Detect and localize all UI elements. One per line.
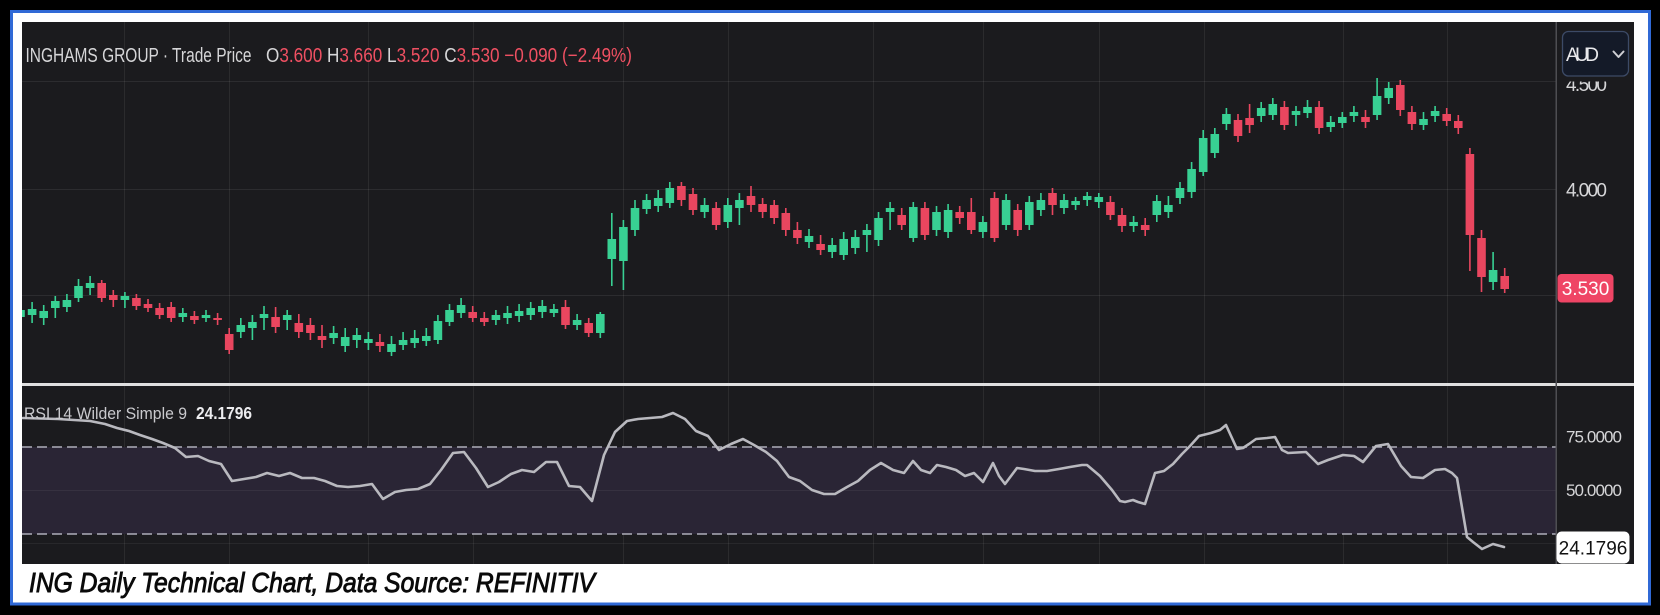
svg-text:50.0000: 50.0000 xyxy=(1566,481,1622,500)
svg-text:RSI 14 Wilder Simple 9: RSI 14 Wilder Simple 9 xyxy=(24,404,187,423)
svg-text:O3.600 H3.660 L3.520 C3.530 −0: O3.600 H3.660 L3.520 C3.530 −0.090 (−2.4… xyxy=(266,45,632,67)
svg-text:24.1796: 24.1796 xyxy=(196,403,252,423)
svg-text:ING Daily Technical Chart, Dat: ING Daily Technical Chart, Data Source: … xyxy=(29,567,597,598)
svg-text:4.000: 4.000 xyxy=(1566,181,1607,202)
svg-text:3.530: 3.530 xyxy=(1562,279,1610,300)
svg-text:24.1796: 24.1796 xyxy=(1559,539,1628,560)
svg-text:75.0000: 75.0000 xyxy=(1566,428,1622,447)
svg-text:AUD: AUD xyxy=(1566,45,1599,66)
svg-text:INGHAMS GROUP · Trade Price: INGHAMS GROUP · Trade Price xyxy=(26,45,252,67)
